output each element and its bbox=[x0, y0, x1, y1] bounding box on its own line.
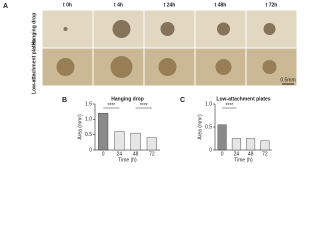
spheroid bbox=[110, 56, 133, 78]
x-tick-label: 72 bbox=[262, 151, 268, 157]
column-header: t 4h bbox=[114, 2, 123, 8]
panel-label: B bbox=[62, 97, 67, 104]
column-header: t 48h bbox=[215, 2, 227, 8]
y-tick-label: 1.0 bbox=[85, 117, 92, 123]
spheroid bbox=[215, 59, 232, 75]
y-axis-label: Area (mm²) bbox=[77, 114, 83, 140]
y-tick-label: 0.5 bbox=[85, 132, 92, 138]
spheroid bbox=[112, 20, 131, 38]
x-axis-label: Time (h) bbox=[118, 157, 137, 163]
bar bbox=[231, 138, 241, 151]
bar bbox=[260, 140, 270, 151]
x-tick-label: 24 bbox=[117, 151, 123, 157]
bar bbox=[246, 138, 256, 151]
spheroid bbox=[262, 60, 277, 74]
x-tick-label: 72 bbox=[149, 151, 155, 157]
panel-label: C bbox=[180, 97, 185, 104]
significance-label: **** bbox=[140, 103, 148, 109]
y-tick-label: 0 bbox=[209, 147, 212, 153]
bar bbox=[217, 124, 227, 151]
y-tick-label: 1.5 bbox=[85, 101, 92, 107]
bar bbox=[114, 131, 125, 151]
panel-label: A bbox=[3, 3, 8, 10]
x-tick-label: 48 bbox=[133, 151, 139, 157]
spheroid bbox=[217, 22, 230, 36]
x-tick-label: 0 bbox=[221, 151, 224, 157]
row-label: Hanging drop bbox=[31, 13, 37, 46]
spheroid bbox=[63, 27, 68, 31]
scale-bar-label: 0.5mm bbox=[280, 77, 295, 83]
spheroid bbox=[158, 58, 177, 76]
bar bbox=[130, 132, 141, 151]
column-header: t 0h bbox=[63, 2, 72, 8]
x-tick-label: 0 bbox=[102, 151, 105, 157]
spheroid bbox=[160, 22, 175, 36]
y-tick-label: 0 bbox=[89, 147, 92, 153]
row-label: Low-attachment plates bbox=[31, 40, 37, 94]
x-tick-label: 24 bbox=[234, 151, 240, 157]
y-tick-label: 1.0 bbox=[205, 101, 212, 107]
y-tick-label: 0.5 bbox=[205, 124, 212, 130]
column-header: t 72h bbox=[266, 2, 278, 8]
x-tick-label: 48 bbox=[248, 151, 254, 157]
chart-title: Hanging drop bbox=[111, 96, 144, 102]
y-axis-label: Area (mm²) bbox=[197, 114, 203, 140]
column-header: t 24h bbox=[164, 2, 176, 8]
significance-label: **** bbox=[225, 103, 233, 109]
spheroid bbox=[56, 58, 75, 76]
spheroid bbox=[263, 23, 276, 35]
bar bbox=[146, 137, 157, 151]
significance-label: **** bbox=[107, 103, 115, 109]
chart-title: Low-attachment plates bbox=[216, 96, 270, 102]
bar bbox=[98, 112, 109, 151]
x-axis-label: Time (h) bbox=[234, 157, 253, 163]
